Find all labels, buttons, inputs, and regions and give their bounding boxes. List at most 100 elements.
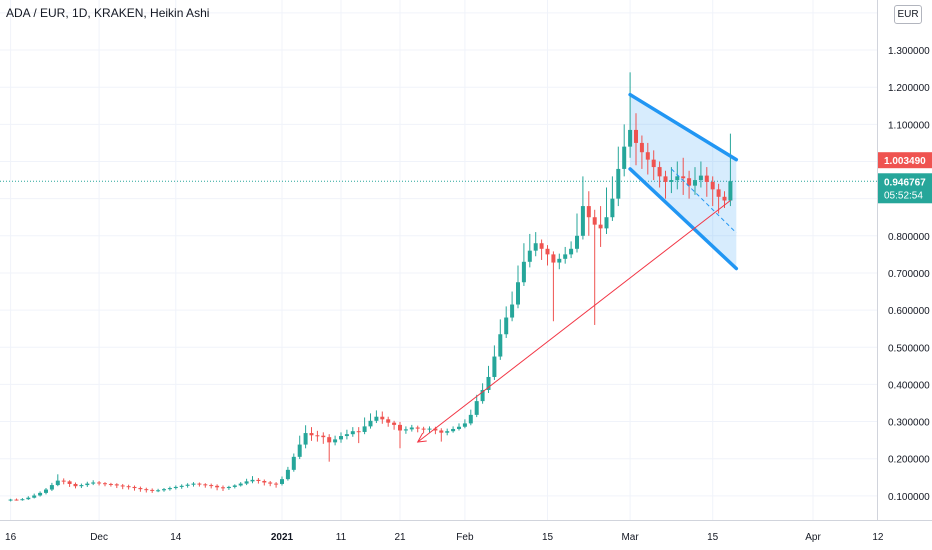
current-price-label: 0.946767 [884, 177, 926, 188]
time-tick-label: Mar [621, 532, 639, 543]
price-tick-label: 0.600000 [888, 306, 930, 317]
candle-body [492, 356, 497, 377]
time-axis[interactable]: 16 Dec 14 2021 11 21 Feb 15 Mar 15 Apr 12 [0, 520, 932, 544]
drawings[interactable] [416, 92, 739, 443]
price-tick-label: 0.400000 [888, 380, 930, 391]
candle-body [203, 484, 208, 486]
chart-grid [0, 0, 879, 520]
trendline[interactable] [417, 200, 731, 443]
time-tick-label: 11 [336, 532, 347, 543]
candle-body [8, 499, 13, 501]
price-tags: 1.003490 0.946767 05:52:54 [878, 152, 932, 204]
candle-body [91, 482, 96, 484]
candle-body [14, 499, 19, 501]
candle-body [368, 420, 373, 427]
candle-body [504, 317, 509, 335]
candle-body [344, 434, 349, 437]
candle-body [669, 180, 674, 182]
candle-body [244, 481, 249, 484]
candle-body [150, 489, 155, 491]
candle-body [457, 426, 461, 429]
candle-body [26, 497, 31, 500]
candle-body [108, 483, 113, 485]
price-tick-label: 1.100000 [888, 120, 930, 131]
candle-body [651, 159, 656, 168]
channel-lower-line[interactable] [628, 167, 739, 271]
candle-body [144, 489, 149, 491]
candle-body [374, 416, 379, 421]
candle-body [634, 129, 638, 143]
candle-body [280, 479, 284, 484]
candle-body [179, 485, 184, 487]
candle-body [557, 258, 562, 263]
candle-body [114, 484, 119, 486]
time-tick-label: 16 [5, 532, 17, 543]
candle-body [191, 483, 196, 485]
candle-body [138, 488, 143, 490]
candle-body [44, 489, 48, 493]
candle-body [498, 334, 503, 357]
candle-body [580, 206, 585, 236]
candle-body [162, 489, 166, 491]
candle-body [285, 469, 290, 480]
candle-body [327, 437, 332, 443]
candle-body [527, 250, 532, 262]
candle-body [586, 206, 591, 218]
candle-body [126, 486, 131, 488]
candle-body [604, 217, 609, 229]
candle-body [321, 435, 326, 438]
price-tick-label: 1.300000 [888, 46, 930, 57]
price-tick-label: 0.100000 [888, 492, 930, 503]
candle-body [610, 198, 615, 218]
price-tick-label: 0.300000 [888, 418, 930, 429]
candle-body [639, 142, 644, 153]
candle-body [315, 435, 320, 437]
candle-body [73, 483, 78, 487]
time-tick-label: 15 [542, 532, 554, 543]
time-tick-label: Dec [90, 532, 108, 543]
time-tick-label: 14 [170, 532, 182, 543]
time-tick-label: 15 [707, 532, 719, 543]
candle-body [439, 430, 444, 433]
candle-body [681, 176, 686, 179]
candle-body [32, 495, 37, 498]
candle-body [616, 168, 621, 199]
candles [8, 72, 733, 502]
candle-body [103, 483, 107, 485]
candle-body [250, 479, 255, 482]
candle-body [716, 189, 721, 197]
price-axis-bg[interactable] [877, 0, 932, 550]
price-tick-label: 0.200000 [888, 455, 930, 466]
candle-body [462, 423, 467, 427]
candle-body [221, 487, 225, 489]
candle-body [451, 428, 456, 432]
candle-body [226, 486, 231, 489]
candle-body [209, 485, 214, 487]
currency-badge[interactable]: EUR [894, 5, 922, 24]
time-tick-label: Apr [805, 532, 821, 543]
candle-body [569, 248, 574, 255]
candle-body [675, 176, 680, 181]
candle-body [533, 243, 538, 251]
candle-body [722, 196, 727, 201]
candle-body [185, 484, 190, 486]
candle-body [698, 175, 703, 181]
time-tick-label: 12 [872, 532, 884, 543]
price-axis[interactable]: 1.300000 1.200000 1.100000 0.800000 0.700000… [877, 0, 932, 550]
candle-body [645, 152, 650, 160]
channel-mid-line[interactable] [671, 168, 737, 234]
channel-upper-line[interactable] [628, 92, 739, 162]
candle-body [521, 261, 526, 283]
chart-title: ADA / EUR, 1D, KRAKEN, Heikin Ashi [6, 6, 210, 20]
candle-body [622, 146, 627, 169]
candle-body [474, 401, 479, 415]
candle-body [427, 428, 432, 430]
candle-body [79, 485, 84, 487]
candle-body [97, 482, 102, 484]
trendline-arrow-icon[interactable] [416, 432, 427, 443]
candle-body [274, 483, 279, 485]
candle-body [67, 481, 72, 484]
countdown-label: 05:52:54 [884, 190, 923, 201]
last-close-tag [878, 152, 932, 169]
